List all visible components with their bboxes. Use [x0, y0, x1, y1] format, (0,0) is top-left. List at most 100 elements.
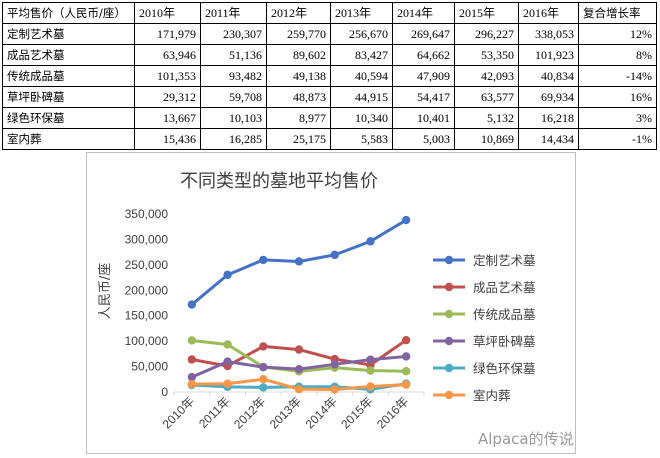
- data-point: [259, 362, 268, 372]
- data-point: [330, 385, 339, 394]
- table-cell: 10,869: [454, 128, 519, 150]
- data-point: [294, 257, 304, 266]
- data-point: [187, 372, 197, 382]
- data-point: [401, 367, 411, 376]
- table-cell: 44,915: [330, 86, 393, 108]
- table-row-label: 室内葬: [2, 128, 135, 150]
- table-year-header: 2015年: [454, 2, 519, 24]
- x-tick-label: 2016年: [374, 394, 411, 431]
- table-cell: 230,307: [200, 23, 267, 45]
- data-point: [366, 237, 375, 246]
- table-cell: 10,103: [200, 107, 267, 129]
- legend-entry: 定制艺术墓: [433, 253, 536, 268]
- table-cell: 5,132: [454, 107, 519, 129]
- table-cell: 69,934: [518, 86, 579, 108]
- table-cell: 42,093: [454, 65, 519, 87]
- table-cell: 29,312: [134, 86, 201, 108]
- watermark: Alpaca的传说: [478, 430, 574, 448]
- chart-canvas: 不同类型的墓地平均售价 人民币/座 0 50,000 100,000 150,000 2…: [98, 171, 536, 431]
- table-cell: 259,770: [266, 23, 331, 45]
- y-tick-label: 150,000: [125, 309, 169, 323]
- table-cell: 269,647: [392, 23, 455, 45]
- table-cell: 53,350: [454, 44, 519, 66]
- table-cell: 10,401: [392, 107, 455, 129]
- chart-title: 不同类型的墓地平均售价: [180, 171, 378, 192]
- data-point: [366, 366, 375, 375]
- x-tick-label: 2015年: [338, 394, 375, 431]
- data-point: [223, 379, 232, 388]
- data-point: [259, 255, 268, 265]
- table-cagr-header: 复合增长率: [578, 2, 657, 24]
- data-point: [294, 345, 304, 354]
- legend-swatch-marker: [444, 309, 454, 319]
- table-row: 成品艺术墓 63,946 51,136 89,602 83,427 64,662 53,35…: [2, 44, 657, 66]
- data-point: [223, 270, 232, 280]
- table-row: 定制艺术墓 171,979 230,307 259,770 256,670 269,647…: [2, 23, 657, 45]
- table-cell: 10,340: [330, 107, 393, 129]
- table-cagr-cell: -1%: [578, 128, 657, 150]
- y-tick-label: 300,000: [125, 232, 169, 246]
- legend-entry: 成品艺术墓: [433, 280, 536, 295]
- table-cell: 16,218: [518, 107, 579, 129]
- table-cell: 40,834: [518, 65, 579, 87]
- legend-swatch-marker: [444, 282, 454, 292]
- y-tick-label: 350,000: [125, 207, 169, 221]
- table-cell: 47,909: [392, 65, 455, 87]
- table-cell: 171,979: [134, 23, 201, 45]
- table-cell: 63,577: [454, 86, 519, 108]
- table-header-label: 平均售价（人民币/座）: [2, 2, 135, 24]
- x-tick-label: 2011年: [196, 394, 233, 431]
- x-tick-label: 2013年: [267, 394, 304, 431]
- legend-swatch-marker: [444, 390, 454, 400]
- data-point: [401, 352, 411, 361]
- legend-label: 室内葬: [473, 388, 511, 403]
- table-cell: 8,977: [266, 107, 331, 129]
- table-row-label: 绿色环保墓: [2, 107, 135, 129]
- table-cell: 83,427: [330, 44, 393, 66]
- table-cell: 13,667: [134, 107, 201, 129]
- table-year-header: 2011年: [200, 2, 267, 24]
- legend-swatch-marker: [444, 255, 454, 265]
- legend-label: 绿色环保墓: [473, 361, 536, 376]
- data-point: [259, 342, 268, 351]
- table-cagr-cell: -14%: [578, 65, 657, 87]
- data-point: [366, 355, 375, 364]
- data-point: [259, 374, 268, 384]
- legend-entry: 室内葬: [433, 388, 511, 403]
- data-point: [259, 383, 268, 392]
- table-row: 室内葬 15,436 16,285 25,175 5,583 5,003 10,869 14,…: [2, 128, 657, 150]
- table-cell: 25,175: [266, 128, 331, 150]
- table-year-header: 2016年: [518, 2, 579, 24]
- legend-entry: 传统成品墓: [433, 307, 536, 322]
- table-row: 传统成品墓 101,353 93,482 49,138 40,594 47,909 42,0…: [2, 65, 657, 87]
- data-point: [223, 340, 232, 349]
- table-cell: 338,053: [518, 23, 579, 45]
- y-axis-label: 人民币/座: [98, 263, 113, 319]
- table-cell: 16,285: [200, 128, 267, 150]
- series-3: [187, 352, 411, 382]
- data-point: [401, 215, 411, 225]
- table-cell: 256,670: [330, 23, 393, 45]
- table-cell: 14,434: [518, 128, 579, 150]
- legend-swatch-marker: [444, 363, 454, 373]
- legend-label: 定制艺术墓: [473, 253, 536, 268]
- table-row: 绿色环保墓 13,667 10,103 8,977 10,340 10,401 5,132 1…: [2, 107, 657, 129]
- data-point: [330, 360, 339, 369]
- table-cell: 51,136: [200, 44, 267, 66]
- table-cell: 5,003: [392, 128, 455, 150]
- table-cell: 5,583: [330, 128, 393, 150]
- table-cagr-cell: 8%: [578, 44, 657, 66]
- legend-entry: 绿色环保墓: [433, 361, 536, 376]
- table-row-label: 草坪卧碑墓: [2, 86, 135, 108]
- table-year-header: 2010年: [134, 2, 201, 24]
- table-year-header: 2013年: [330, 2, 393, 24]
- legend-label: 草坪卧碑墓: [473, 334, 536, 349]
- x-tick-label: 2014年: [303, 394, 340, 431]
- table-year-header: 2012年: [266, 2, 331, 24]
- table-cagr-cell: 3%: [578, 107, 657, 129]
- legend-label: 成品艺术墓: [473, 280, 536, 295]
- table-row-label: 传统成品墓: [2, 65, 135, 87]
- table-year-header: 2014年: [392, 2, 455, 24]
- y-tick-label: 100,000: [125, 334, 169, 348]
- y-tick-label: 250,000: [125, 258, 169, 272]
